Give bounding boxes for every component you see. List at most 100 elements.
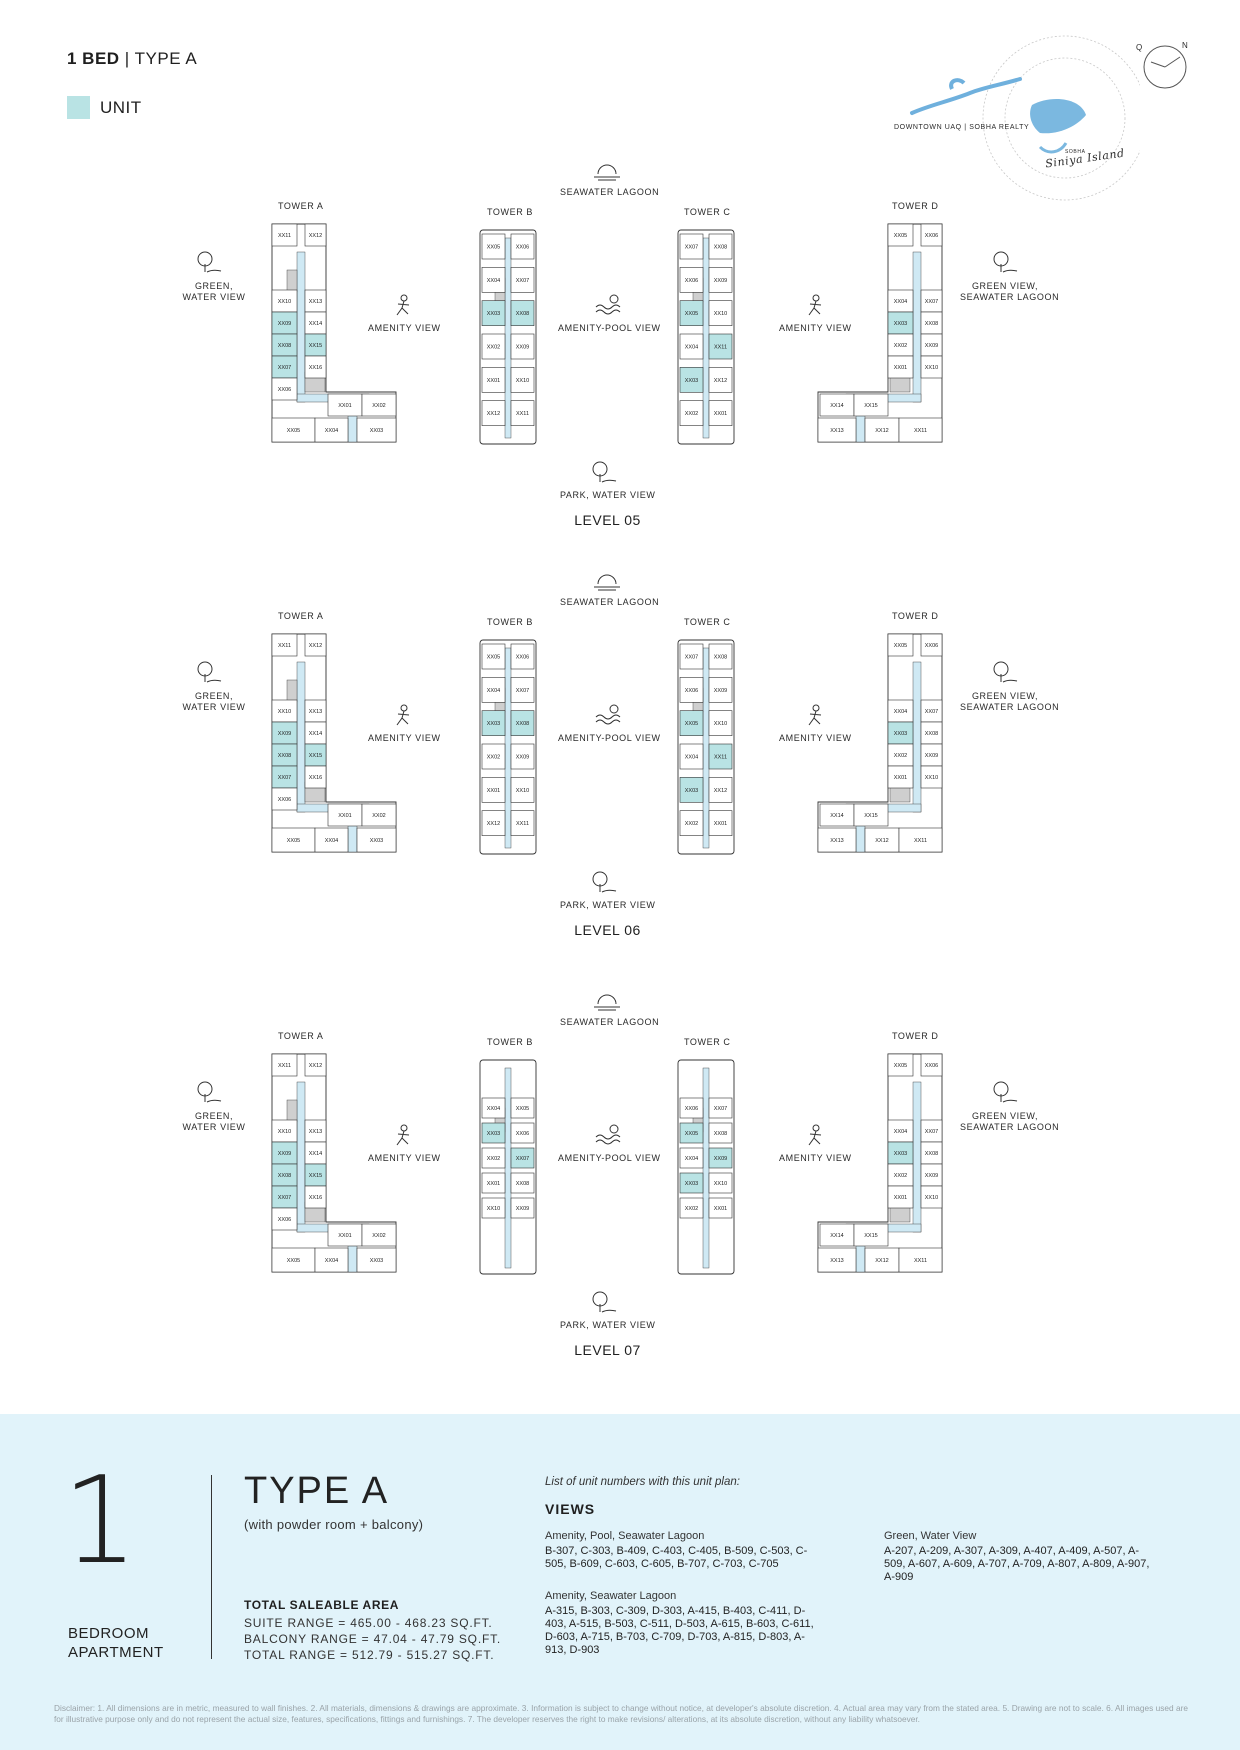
unit-cell [898, 1247, 943, 1273]
unit-cell [510, 677, 535, 703]
view-group-title: Green, Water View [884, 1530, 977, 1542]
unit-cell [510, 710, 535, 736]
unit-cell [304, 1185, 327, 1209]
unit-cell [817, 1247, 857, 1273]
unit-label: XX06 [516, 1131, 529, 1137]
tower-label: TOWER B [487, 207, 534, 217]
unit-cell [481, 1122, 506, 1144]
unit-cell [356, 827, 397, 853]
unit-cell [679, 1147, 704, 1169]
unit-label: XX08 [925, 1151, 938, 1157]
unit-label: XX11 [516, 821, 529, 827]
unit-label: XX10 [278, 1129, 291, 1135]
unit-label: XX01 [338, 813, 351, 819]
tower-c-plan: XX06 XX07 XX05 XX08 XX04 XX09 XX03 XX10 XX02 XX01 [677, 1059, 735, 1275]
unit-cell [510, 367, 535, 393]
sunrise-icon [592, 988, 622, 1017]
right-view-label-1: GREEN VIEW, [971, 1111, 1039, 1121]
top-view-label: SEAWATER LAGOON [560, 1017, 660, 1027]
tower-label: TOWER D [892, 611, 939, 621]
unit-cell [898, 417, 943, 443]
unit-label: XX13 [309, 1129, 322, 1135]
unit-label: XX06 [685, 1106, 698, 1112]
compass: Q N [1136, 40, 1188, 95]
unit-label: XX08 [714, 245, 727, 251]
unit-cell [481, 810, 506, 836]
unit-cell [920, 223, 943, 247]
left-view-label-1: GREEN, [194, 1111, 234, 1121]
unit-label: XX08 [925, 731, 938, 737]
unit-label: XX03 [894, 1151, 907, 1157]
unit-label: XX05 [685, 721, 698, 727]
unit-label: XX07 [685, 245, 698, 251]
unit-label: XX06 [925, 233, 938, 239]
unit-label: XX05 [287, 838, 300, 844]
unit-label: XX09 [278, 1151, 291, 1157]
amenity-view-label: AMENITY VIEW [368, 733, 441, 743]
unit-label: XX05 [685, 1131, 698, 1137]
tower-label: TOWER A [278, 201, 324, 211]
title-type: TYPE A [134, 49, 198, 68]
unit-label: XX08 [516, 311, 529, 317]
unit-cell [481, 777, 506, 803]
unit-cell [679, 300, 704, 326]
tower-label: TOWER D [892, 201, 939, 211]
unit-cell [708, 333, 733, 360]
unit-cell [481, 1097, 506, 1119]
tower-a: XX11 XX12 XX10 XX13 XX09 XX14 XX08 XX15 XX07 XX16… [270, 222, 400, 447]
unit-cell [271, 1053, 298, 1077]
unit-cell [853, 1223, 889, 1247]
unit-label: XX01 [487, 788, 500, 794]
tower-b-plan: XX05 XX06 XX04 XX07 XX03 XX08 XX02 XX09 XX01 XX10… [479, 229, 537, 445]
tower-label: TOWER A [278, 611, 324, 621]
right-view-label-1: GREEN VIEW, [971, 281, 1039, 291]
amenity-view-label: AMENITY VIEW [368, 323, 441, 333]
unit-label: XX15 [309, 1173, 322, 1179]
tower-c-plan: XX07 XX08 XX06 XX09 XX05 XX10 XX04 XX11 XX03 XX12… [677, 229, 735, 445]
unit-label: XX05 [487, 655, 500, 661]
tower-c: XX06 XX07 XX05 XX08 XX04 XX09 XX03 XX10 XX02 XX01 [676, 1058, 736, 1278]
unit-label: XX06 [516, 655, 529, 661]
unit-label: XX06 [685, 278, 698, 284]
unit-label: XX09 [714, 1156, 727, 1162]
tree-icon [989, 1080, 1019, 1109]
unit-label: XX15 [309, 753, 322, 759]
unit-label: XX07 [925, 299, 938, 305]
unit-label: XX10 [925, 775, 938, 781]
tower-label: TOWER B [487, 617, 534, 627]
unit-label: XX05 [516, 1106, 529, 1112]
unit-cell [679, 267, 704, 293]
pool-icon [592, 293, 622, 322]
tower-d: XX05 XX06 XX04 XX07 XX03 XX08 XX02 XX09 XX01 XX10… [816, 222, 946, 447]
unit-label: XX04 [894, 299, 907, 305]
level-title: LEVEL 05 [574, 512, 641, 528]
tower-a: XX11 XX12 XX10 XX13 XX09 XX14 XX08 XX15 XX07 XX16… [270, 632, 400, 857]
amenity-icon [389, 1123, 419, 1152]
unit-cell [679, 367, 704, 393]
unit-cell [304, 355, 327, 379]
unit-label: XX11 [914, 1258, 927, 1264]
unit-cell [271, 377, 298, 401]
unit-label: XX04 [487, 1106, 500, 1112]
left-view-label-1: GREEN, [194, 691, 234, 701]
disclaimer: Disclaimer: 1. All dimensions are in met… [54, 1703, 1188, 1724]
unit-label: XX16 [309, 365, 322, 371]
unit-cell [304, 223, 327, 247]
unit-label: XX10 [925, 1195, 938, 1201]
unit-label: XX01 [487, 1181, 500, 1187]
unit-cell [817, 827, 857, 853]
amenity-icon [801, 703, 831, 732]
unit-label: XX09 [516, 345, 529, 351]
unit-label: XX07 [278, 365, 291, 371]
level-title: LEVEL 06 [574, 922, 641, 938]
unit-cell [708, 300, 733, 326]
unit-label: XX09 [278, 731, 291, 737]
unit-cell [361, 1223, 397, 1247]
unit-cell [887, 765, 914, 789]
unit-label: XX08 [278, 1173, 291, 1179]
unit-cell [510, 300, 535, 326]
unit-label: XX09 [516, 755, 529, 761]
unit-label: XX13 [309, 709, 322, 715]
left-view-label-2: WATER VIEW [182, 292, 246, 302]
tower-a: XX11 XX12 XX10 XX13 XX09 XX14 XX08 XX15 XX07 XX16… [270, 1052, 400, 1277]
